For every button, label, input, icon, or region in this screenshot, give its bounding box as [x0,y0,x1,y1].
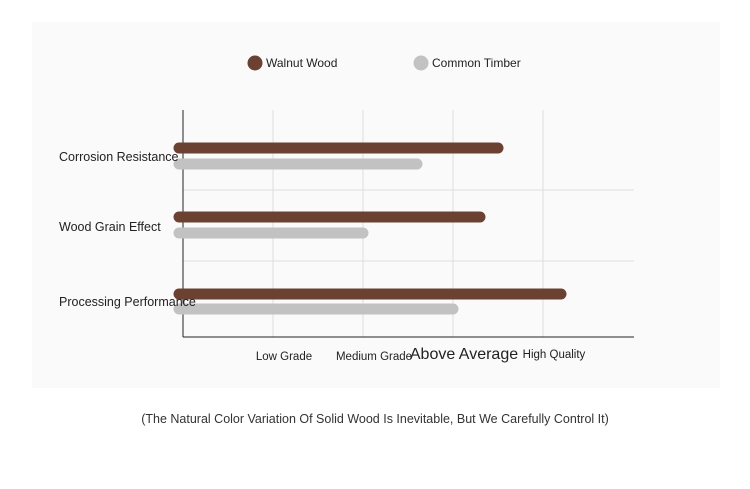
chart-caption: (The Natural Color Variation Of Solid Wo… [141,412,609,426]
category-label: Wood Grain Effect [59,220,161,234]
legend-label: Common Timber [432,56,521,70]
x-tick-label: Low Grade [256,351,312,363]
category-label: Processing Performance [59,295,196,309]
legend-swatch [413,55,429,71]
legend-swatch [247,55,263,71]
category-label: Corrosion Resistance [59,150,179,164]
chart-panel [32,22,720,388]
legend-label: Walnut Wood [266,56,337,70]
x-tick-label: High Quality [523,349,586,361]
x-tick-label: Medium Grade [336,351,412,363]
x-tick-label: Above Average [410,346,518,363]
